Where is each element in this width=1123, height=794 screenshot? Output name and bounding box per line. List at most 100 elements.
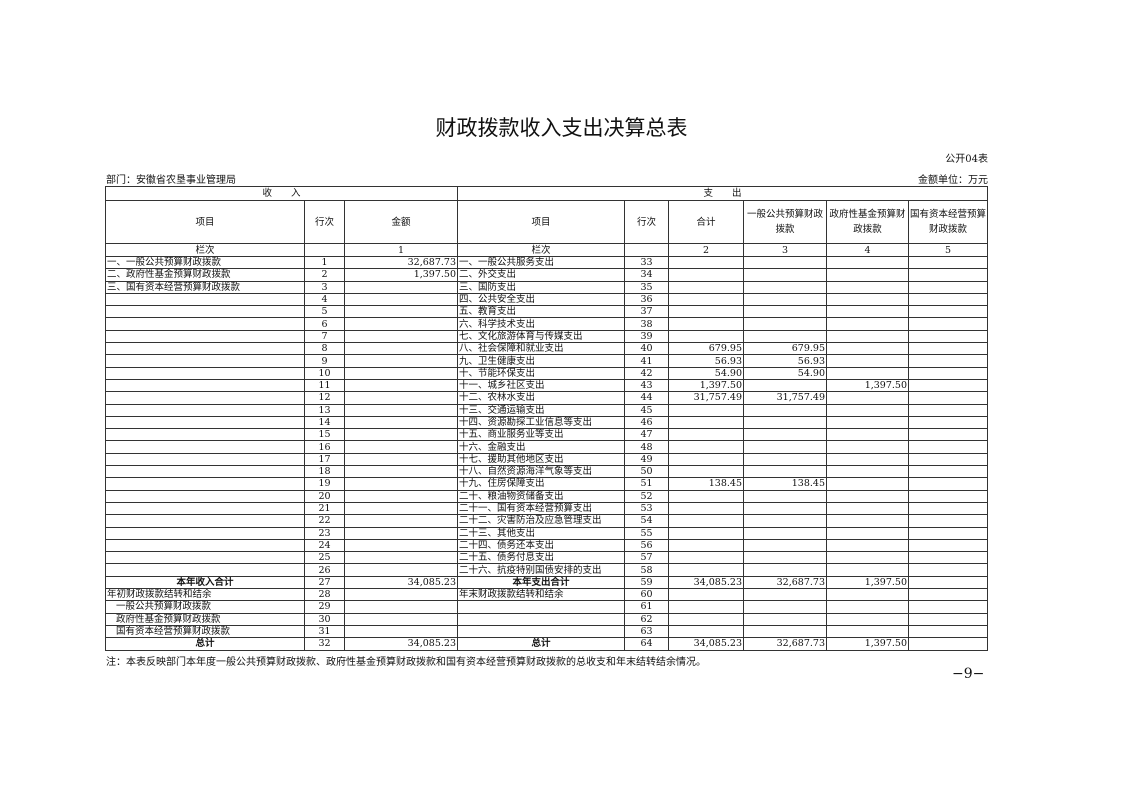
income-row-no: 3 — [304, 280, 345, 294]
income-row-no: 6 — [304, 317, 345, 331]
expense-gov-fund — [826, 465, 909, 479]
expense-general: 32,687.73 — [743, 575, 827, 590]
expense-state-capital — [908, 551, 988, 565]
table-row: 15 十五、商业服务业等支出 47 — [105, 428, 988, 442]
expense-row-no: 55 — [624, 526, 669, 540]
expense-state-capital — [908, 428, 988, 442]
expense-item: 二十二、灾害防治及应急管理支出 — [457, 514, 625, 528]
income-item — [105, 415, 305, 430]
income-amount: 34,085.23 — [344, 637, 458, 651]
expense-state-capital — [908, 538, 988, 553]
expense-general — [743, 526, 827, 540]
income-row-no: 14 — [304, 415, 345, 430]
col-label: 栏次 — [105, 243, 305, 257]
expense-row-no: 44 — [624, 391, 669, 405]
expense-state-capital — [908, 637, 988, 651]
table-row: 19 十九、住房保障支出 51 138.45 138.45 — [105, 477, 988, 491]
expense-gov-fund — [826, 292, 909, 307]
expense-gov-fund — [826, 526, 909, 540]
expense-row-no: 39 — [624, 329, 669, 344]
col-item: 项目 — [105, 200, 305, 244]
expense-item: 十七、援助其他地区支出 — [457, 452, 625, 467]
income-row-no: 18 — [304, 465, 345, 479]
income-amount — [344, 428, 458, 442]
col-amount: 金额 — [344, 200, 458, 244]
table-row: 26 二十六、抗疫特别国债安排的支出 58 — [105, 563, 988, 577]
expense-state-capital — [908, 600, 988, 614]
table-row: 7 七、文化旅游体育与传媒支出 39 — [105, 329, 988, 344]
expense-total — [668, 588, 744, 602]
expense-total: 138.45 — [668, 477, 744, 491]
income-row-no: 27 — [304, 575, 345, 590]
expense-total — [668, 551, 744, 565]
expense-gov-fund — [826, 317, 909, 331]
table-row: 6 六、科学技术支出 38 — [105, 317, 988, 331]
income-row-no: 26 — [304, 563, 345, 577]
expense-gov-fund — [826, 489, 909, 503]
table-row: 22 二十二、灾害防治及应急管理支出 54 — [105, 514, 988, 528]
income-amount — [344, 366, 458, 380]
expense-general — [743, 440, 827, 454]
income-amount — [344, 526, 458, 540]
expense-gov-fund — [826, 563, 909, 577]
income-amount — [344, 624, 458, 639]
expense-state-capital — [908, 403, 988, 417]
expense-row-no: 56 — [624, 538, 669, 553]
expense-gov-fund — [826, 624, 909, 639]
income-header: 收 入 — [105, 186, 458, 201]
expense-state-capital — [908, 305, 988, 319]
expense-item: 二十六、抗疫特别国债安排的支出 — [457, 563, 625, 577]
income-item — [105, 292, 305, 307]
expense-general: 56.93 — [743, 354, 827, 368]
expense-gov-fund — [826, 600, 909, 614]
income-amount — [344, 342, 458, 356]
expense-gov-fund — [826, 255, 909, 270]
expense-state-capital — [908, 514, 988, 528]
table-row: 18 十八、自然资源海洋气象等支出 50 — [105, 465, 988, 479]
expense-item: 十六、金融支出 — [457, 440, 625, 454]
expense-general — [743, 403, 827, 417]
expense-item: 十、节能环保支出 — [457, 366, 625, 380]
income-row-no: 4 — [304, 292, 345, 307]
col-index: 1 — [344, 243, 458, 257]
income-item: 一般公共预算财政拨款 — [105, 600, 305, 614]
expense-row-no: 59 — [624, 575, 669, 590]
expense-item — [457, 624, 625, 639]
expense-general — [743, 305, 827, 319]
expense-total — [668, 465, 744, 479]
expense-row-no: 63 — [624, 624, 669, 639]
expense-total — [668, 415, 744, 430]
table-row: 二、政府性基金预算财政拨款 2 1,397.50 二、外交支出 34 — [105, 268, 988, 282]
expense-row-no: 57 — [624, 551, 669, 565]
income-item — [105, 305, 305, 319]
income-amount — [344, 354, 458, 368]
expense-item: 八、社会保障和就业支出 — [457, 342, 625, 356]
income-item — [105, 551, 305, 565]
expense-state-capital — [908, 329, 988, 344]
expense-row-no: 61 — [624, 600, 669, 614]
income-row-no: 13 — [304, 403, 345, 417]
expense-general — [743, 563, 827, 577]
expense-gov-fund — [826, 415, 909, 430]
expense-general — [743, 329, 827, 344]
expense-gov-fund: 1,397.50 — [826, 637, 909, 651]
expense-item: 五、教育支出 — [457, 305, 625, 319]
expense-item: 九、卫生健康支出 — [457, 354, 625, 368]
expense-item: 十九、住房保障支出 — [457, 477, 625, 491]
expense-general — [743, 268, 827, 282]
income-row-no: 16 — [304, 440, 345, 454]
income-amount — [344, 477, 458, 491]
expense-row-no: 43 — [624, 378, 669, 393]
expense-gov-fund — [826, 305, 909, 319]
expense-general — [743, 428, 827, 442]
income-amount — [344, 551, 458, 565]
income-item: 本年收入合计 — [105, 575, 305, 590]
income-row-no: 31 — [304, 624, 345, 639]
department: 部门：安徽省农垦事业管理局 — [106, 175, 236, 186]
table-row: 总计 32 34,085.23 总计 64 34,085.23 32,687.73 1,397… — [105, 637, 988, 651]
expense-general: 31,757.49 — [743, 391, 827, 405]
income-amount — [344, 391, 458, 405]
expense-state-capital — [908, 501, 988, 516]
expense-header: 支 出 — [457, 186, 988, 201]
col-index: 3 — [743, 243, 827, 257]
